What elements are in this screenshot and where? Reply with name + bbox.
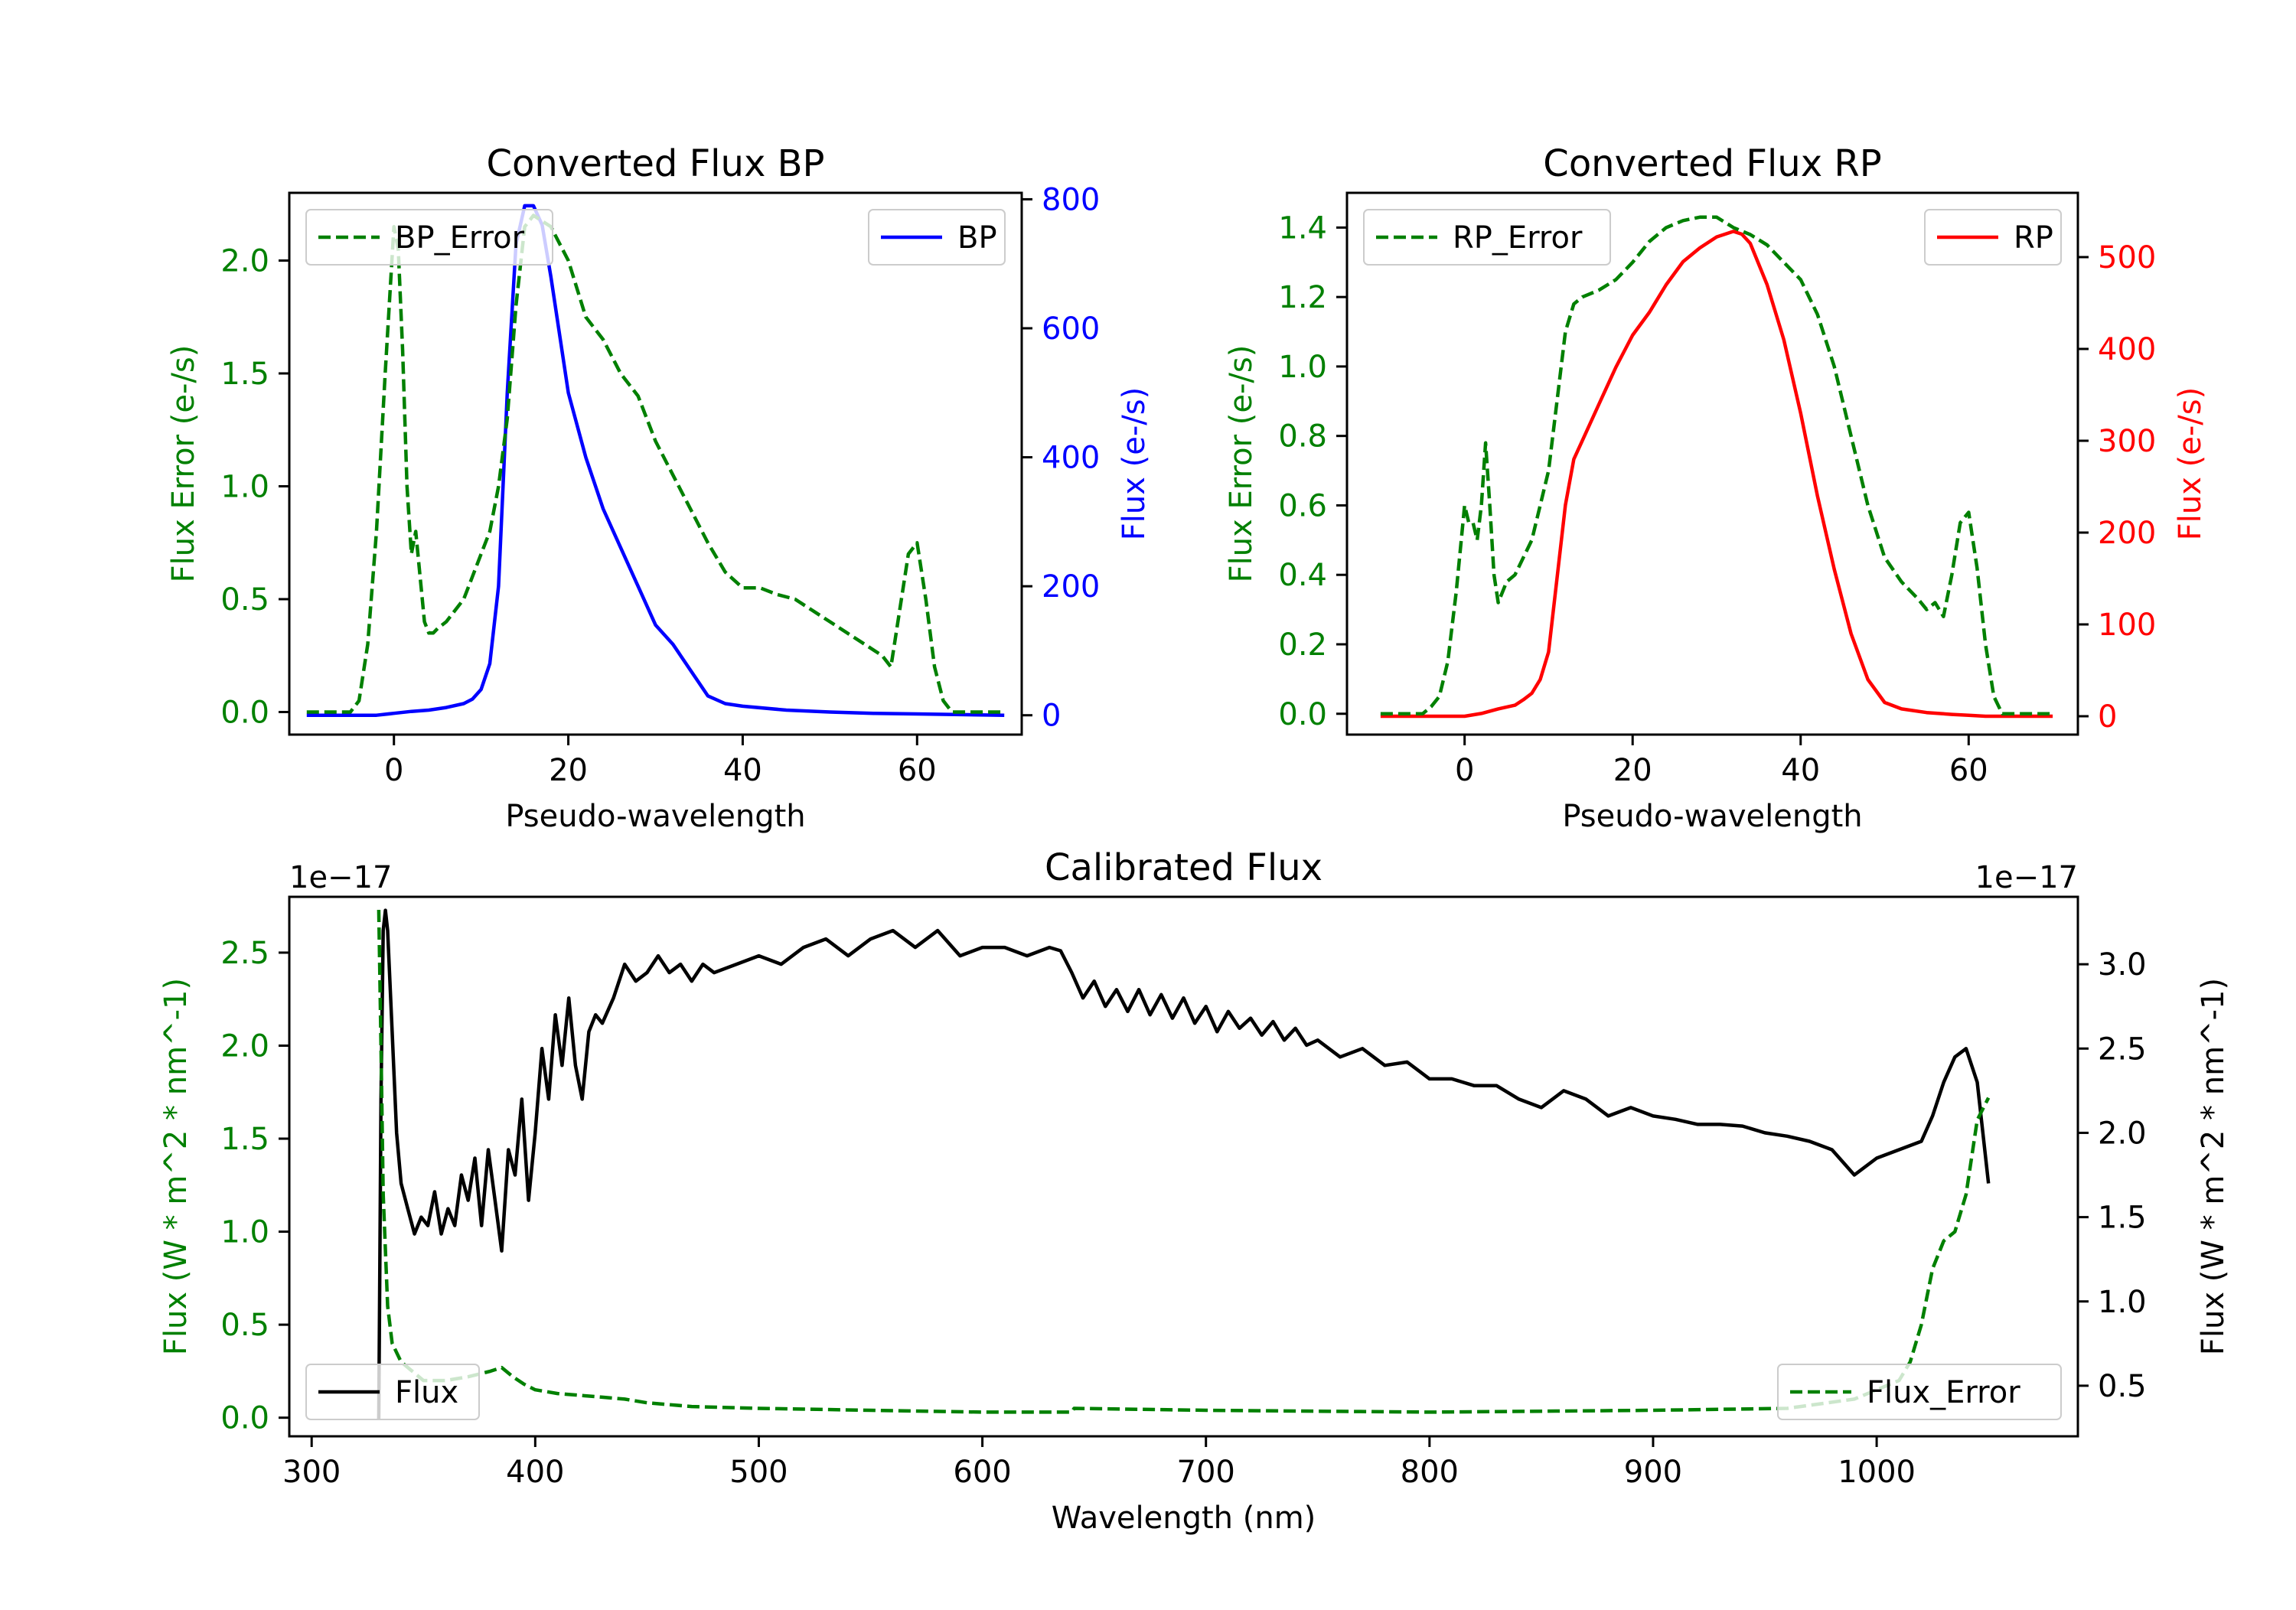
series-line-flux: [377, 908, 1991, 1420]
y-left-axis-label-calibrated: Flux (W * m^2 * nm^-1): [158, 978, 194, 1355]
y-right-tick-label-calibrated: 3.0: [2098, 947, 2147, 983]
x-tick-label-bp: 40: [723, 753, 762, 788]
y-right-tick-label-rp: 0: [2098, 699, 2117, 735]
series-line-bp: [306, 204, 1005, 717]
axes-frame-bp: [288, 191, 1023, 736]
y-left-tick-label-calibrated: 1.0: [220, 1215, 269, 1250]
y-right-tick-label-rp: 300: [2098, 424, 2156, 459]
legend-box-bp-left: [305, 209, 553, 266]
x-axis-label-calibrated: Wavelength (nm): [1052, 1501, 1316, 1536]
y-left-tick-label-bp: 0.5: [220, 582, 269, 618]
y-right-tick-label-calibrated: 2.5: [2098, 1032, 2147, 1067]
series-line-rp: [1380, 230, 2053, 719]
y-left-axis-label-bp: Flux Error (e-/s): [166, 345, 201, 583]
y-left-tick-label-bp: 0.0: [220, 696, 269, 731]
x-tick-label-rp: 0: [1455, 753, 1474, 788]
y-left-tick-label-bp: 1.0: [220, 470, 269, 505]
x-tick-label-calibrated: 1000: [1838, 1455, 1916, 1490]
x-tick-label-calibrated: 400: [506, 1455, 564, 1490]
y-left-axis-label-rp: Flux Error (e-/s): [1224, 345, 1259, 583]
y-right-tick-label-rp: 200: [2098, 516, 2156, 551]
x-tick-label-calibrated: 300: [282, 1455, 341, 1490]
y-left-tick-label-rp: 0.4: [1278, 558, 1327, 593]
x-tick-label-rp: 20: [1613, 753, 1652, 788]
y-right-tick-label-bp: 800: [1042, 182, 1100, 217]
legend-box-rp-left: [1363, 209, 1611, 266]
axes-frame-calibrated: [288, 895, 2079, 1438]
y-right-tick-label-bp: 200: [1042, 569, 1100, 605]
legend-label-bp-left: BP_Error: [395, 220, 525, 256]
x-tick-label-bp: 20: [549, 753, 588, 788]
y-left-tick-label-calibrated: 0.5: [220, 1308, 269, 1343]
legend-label-calibrated-left: Flux_Error: [1867, 1375, 2020, 1410]
y-right-tick-label-calibrated: 0.5: [2098, 1369, 2147, 1404]
y-right-tick-label-calibrated: 1.5: [2098, 1201, 2147, 1236]
y-left-tick-label-calibrated: 2.0: [220, 1028, 269, 1064]
legend-label-calibrated-right: Flux: [395, 1375, 458, 1410]
y-right-tick-label-rp: 500: [2098, 240, 2156, 275]
series-line-rp-error: [1380, 215, 2053, 716]
y-left-tick-label-bp: 1.5: [220, 357, 269, 392]
offset-text-left-calibrated: 1e−17: [289, 860, 392, 895]
y-left-tick-label-calibrated: 2.5: [220, 936, 269, 971]
y-left-tick-label-rp: 0.2: [1278, 627, 1327, 663]
y-left-tick-label-rp: 1.4: [1278, 210, 1327, 246]
chart-title-bp: Converted Flux BP: [487, 142, 825, 185]
y-right-tick-label-bp: 600: [1042, 311, 1100, 347]
x-tick-label-calibrated: 900: [1624, 1455, 1682, 1490]
legend-label-bp-right: BP: [957, 220, 997, 256]
offset-text-right-calibrated: 1e−17: [1975, 860, 2078, 895]
axes-frame-rp: [1345, 191, 2079, 736]
y-right-axis-label-rp: Flux (e-/s): [2173, 387, 2208, 540]
x-tick-label-bp: 0: [384, 753, 403, 788]
legend-label-rp-left: RP_Error: [1453, 220, 1583, 256]
x-tick-label-calibrated: 600: [953, 1455, 1011, 1490]
y-right-tick-label-bp: 400: [1042, 441, 1100, 476]
y-left-tick-label-rp: 1.2: [1278, 280, 1327, 315]
y-left-tick-label-rp: 0.6: [1278, 488, 1327, 523]
legend-box-calibrated-left: [1777, 1364, 2062, 1420]
y-right-tick-label-calibrated: 1.0: [2098, 1285, 2147, 1320]
legend-box-calibrated-right: [305, 1364, 480, 1420]
y-right-axis-label-bp: Flux (e-/s): [1117, 387, 1152, 540]
y-left-tick-label-bp: 2.0: [220, 244, 269, 279]
legend-label-rp-right: RP: [2014, 220, 2053, 256]
y-right-axis-label-calibrated: Flux (W * m^2 * nm^-1): [2196, 978, 2231, 1355]
chart-title-calibrated: Calibrated Flux: [1045, 846, 1322, 889]
y-left-tick-label-rp: 0.0: [1278, 697, 1327, 732]
x-tick-label-bp: 60: [898, 753, 937, 788]
y-left-tick-label-rp: 1.0: [1278, 350, 1327, 385]
x-tick-label-calibrated: 700: [1177, 1455, 1235, 1490]
x-tick-label-rp: 40: [1781, 753, 1820, 788]
y-left-tick-label-calibrated: 0.0: [220, 1401, 269, 1436]
y-left-tick-label-calibrated: 1.5: [220, 1122, 269, 1157]
y-left-tick-label-rp: 0.8: [1278, 419, 1327, 455]
x-axis-label-bp: Pseudo-wavelength: [505, 799, 805, 834]
x-tick-label-rp: 60: [1949, 753, 1988, 788]
y-right-tick-label-rp: 100: [2098, 608, 2156, 643]
x-tick-label-calibrated: 500: [729, 1455, 788, 1490]
x-axis-label-rp: Pseudo-wavelength: [1562, 799, 1862, 834]
chart-title-rp: Converted Flux RP: [1543, 142, 1881, 185]
y-right-tick-label-rp: 400: [2098, 332, 2156, 367]
y-right-tick-label-bp: 0: [1042, 699, 1061, 734]
y-right-tick-label-calibrated: 2.0: [2098, 1116, 2147, 1151]
x-tick-label-calibrated: 800: [1401, 1455, 1459, 1490]
series-line-bp-error: [306, 213, 1005, 714]
series-line-flux-error: [377, 909, 1991, 1414]
